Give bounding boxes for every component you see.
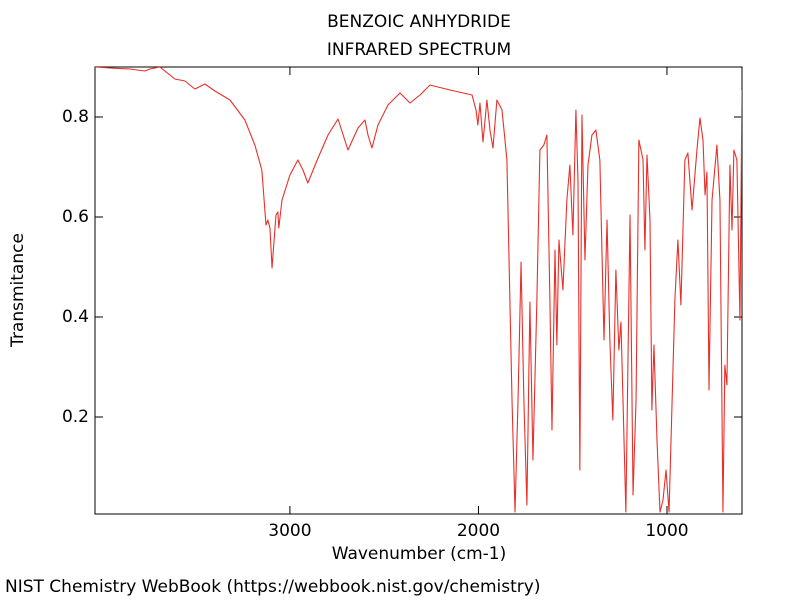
y-axis-label: Transmitance (8, 233, 28, 348)
plot-area (95, 67, 742, 513)
y-tick-label: 0.4 (62, 307, 89, 327)
y-tick-label: 0.6 (62, 207, 89, 227)
chart-title: BENZOIC ANHYDRIDE (327, 12, 511, 32)
x-axis-label: Wavenumber (cm-1) (332, 544, 507, 564)
y-tick-label: 0.8 (62, 107, 89, 127)
footer: NIST Chemistry WebBook (https://webbook.… (5, 577, 540, 597)
x-tick-label: 2000 (457, 521, 500, 541)
chart-subtitle: INFRARED SPECTRUM (327, 40, 511, 60)
y-tick-label: 0.2 (62, 407, 89, 427)
x-tick-label: 3000 (268, 521, 311, 541)
spectrum-line (95, 67, 742, 513)
x-tick-label: 1000 (645, 521, 688, 541)
plot-frame (94, 66, 743, 515)
